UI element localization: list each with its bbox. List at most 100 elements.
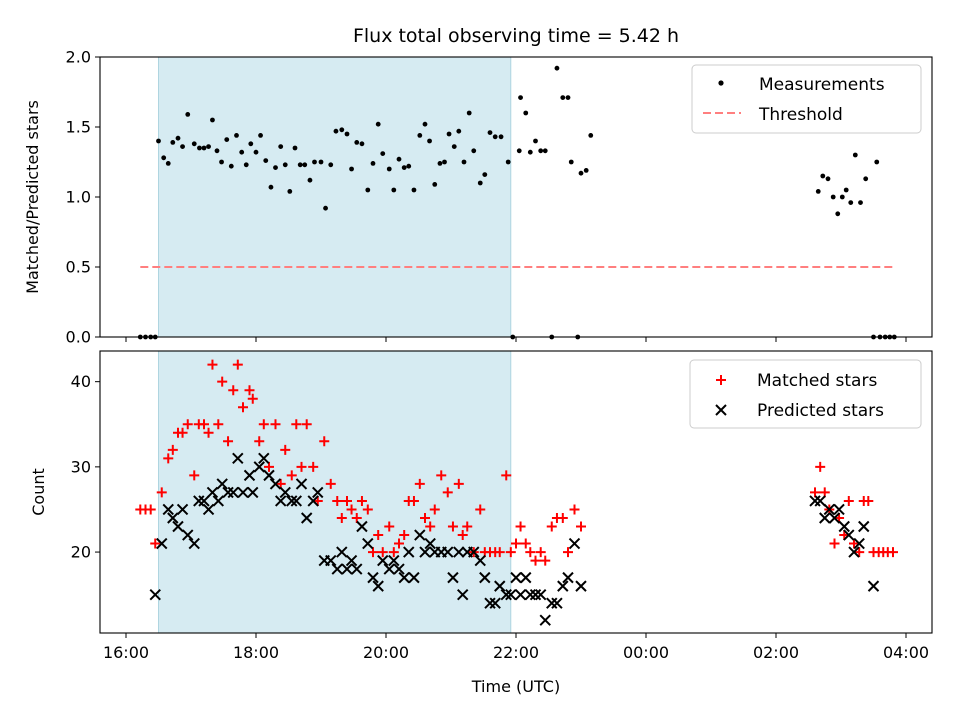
measurement-point <box>339 127 345 133</box>
measurement-point <box>835 211 841 217</box>
measurement-point <box>863 176 869 182</box>
predicted-star-point <box>453 546 465 558</box>
matched-star-point <box>505 547 516 558</box>
measurement-point <box>323 205 328 211</box>
predicted-star-point <box>814 495 826 507</box>
x-tick-label: 02:00 <box>753 643 799 662</box>
predicted-star-point <box>468 546 480 558</box>
predicted-star-point <box>295 478 308 490</box>
matched-star-point <box>457 530 468 541</box>
matched-star-point <box>238 402 248 413</box>
matched-star-point <box>546 521 557 532</box>
measurement-point <box>554 65 560 71</box>
measurement-point <box>482 172 488 178</box>
predicted-star-point <box>351 563 363 575</box>
predicted-star-point <box>149 588 161 601</box>
predicted-star-point <box>345 554 358 567</box>
x-tick-label: 22:00 <box>493 643 539 662</box>
measurement-point <box>234 133 239 138</box>
legend-predicted-label: Predicted stars <box>757 401 884 421</box>
predicted-star-point <box>539 614 551 626</box>
predicted-star-point <box>848 546 860 558</box>
top-subplot: 0.0 0.5 1.0 1.5 2.0 Flux total observing tim… <box>23 25 933 347</box>
measurement-point <box>848 200 854 206</box>
predicted-star-point <box>809 495 821 507</box>
matched-star-point <box>447 521 458 532</box>
predicted-star-point <box>494 580 506 592</box>
measurement-point <box>239 149 245 155</box>
measurement-point <box>427 138 432 144</box>
predicted-star-point <box>575 580 587 592</box>
legend-matched-marker <box>716 375 726 385</box>
predicted-star-point <box>367 571 379 584</box>
predicted-star-point <box>336 546 348 558</box>
measurement-point <box>278 144 284 150</box>
measurement-point <box>820 173 826 179</box>
matched-star-point <box>150 538 161 549</box>
measurement-point <box>533 138 538 144</box>
x-tick-label: 20:00 <box>363 643 409 662</box>
predicted-star-point <box>424 537 436 550</box>
predicted-star-point <box>447 571 459 584</box>
measurement-point <box>292 145 298 151</box>
y-tick-label: 40 <box>71 372 91 391</box>
measurement-point <box>874 159 880 165</box>
matched-star-point <box>270 419 281 430</box>
measurement-point <box>258 133 263 138</box>
predicted-star-point <box>216 478 228 490</box>
matched-star-point <box>167 444 178 455</box>
measurement-point <box>422 121 428 127</box>
predicted-star-point <box>505 588 517 601</box>
predicted-star-point <box>489 597 501 609</box>
predicted-star-point <box>551 597 563 609</box>
measurement-point <box>406 163 412 169</box>
matched-star-point <box>228 385 239 396</box>
matched-star-point <box>280 444 291 455</box>
measurement-point <box>354 140 360 145</box>
predicted-star-point <box>279 486 291 499</box>
measurement-point <box>516 148 522 154</box>
measurement-point <box>568 159 574 165</box>
predicted-star-point <box>176 503 189 516</box>
predicted-star-point <box>237 486 249 499</box>
top-axes-frame <box>99 56 933 338</box>
predicted-star-point <box>414 529 426 541</box>
predicted-star-point <box>331 563 343 575</box>
predicted-star-point <box>263 469 275 482</box>
predicted-star-point <box>372 580 384 592</box>
matched-star-point <box>511 538 521 549</box>
y-tick-label: 1.5 <box>66 118 91 137</box>
chart-title: Flux total observing time = 5.42 h <box>353 25 679 47</box>
matched-star-point <box>442 487 453 498</box>
matched-star-point <box>494 547 505 558</box>
matched-star-point <box>258 419 269 430</box>
matched-star-point <box>145 504 156 515</box>
matched-star-point <box>189 470 200 481</box>
predicted-star-point <box>325 554 337 567</box>
predicted-star-point <box>312 486 324 499</box>
measurement-point <box>527 149 533 155</box>
measurement-point <box>446 131 452 137</box>
measurement-point <box>380 151 386 157</box>
matched-star-point <box>213 419 224 430</box>
predicted-star-point <box>456 588 469 601</box>
measurement-point <box>375 121 381 127</box>
matched-star-point <box>332 495 343 506</box>
legend-measurements-marker <box>718 80 724 86</box>
bottom-legend: Matched stars Predicted stars <box>689 359 922 429</box>
measurement-point <box>565 95 571 100</box>
predicted-stars-points <box>149 452 880 626</box>
measurement-point <box>253 149 259 155</box>
top-x-ticks <box>125 337 907 342</box>
matched-star-point <box>453 478 464 489</box>
measurement-point <box>349 166 354 172</box>
measurement-point <box>442 159 447 165</box>
predicted-star-point <box>479 571 491 584</box>
predicted-star-point <box>388 554 400 567</box>
measurement-point <box>328 162 334 168</box>
measurement-point <box>505 159 511 165</box>
matched-star-point <box>501 470 512 481</box>
measurement-point <box>391 187 397 193</box>
predicted-star-point <box>247 486 259 499</box>
measurement-point <box>411 187 417 193</box>
